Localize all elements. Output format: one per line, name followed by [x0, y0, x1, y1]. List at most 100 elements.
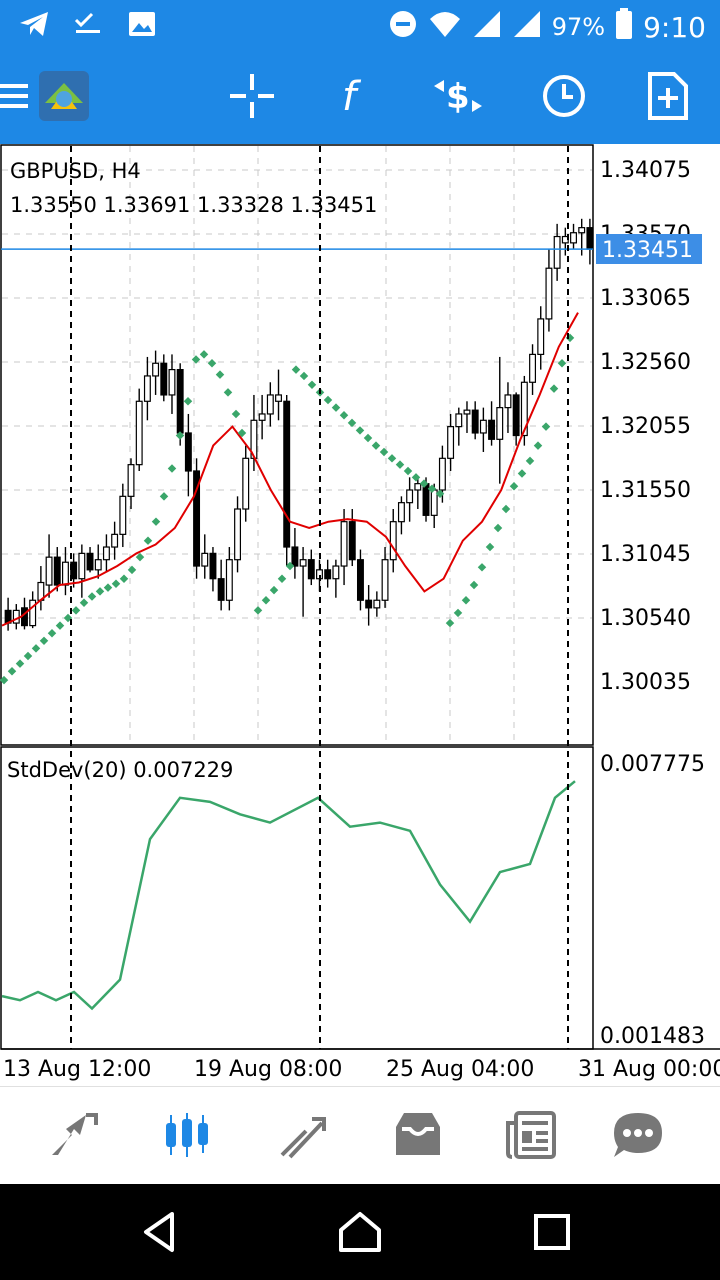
sar-dot — [477, 563, 487, 572]
news-icon[interactable] — [500, 1105, 564, 1165]
candle-body — [381, 559, 389, 601]
candle-body — [127, 464, 135, 497]
candle-body — [348, 521, 356, 561]
candle-body — [86, 552, 94, 571]
sar-dot — [307, 380, 317, 390]
indicator-max-label: 0.007775 — [600, 752, 705, 777]
candle-body — [397, 502, 405, 523]
candle-body — [496, 407, 504, 440]
quotes-icon[interactable] — [42, 1105, 106, 1165]
trade-icon[interactable] — [272, 1105, 336, 1165]
sar-dot — [143, 536, 153, 545]
sar-dot — [363, 433, 373, 443]
chart-area[interactable]: GBPUSD, H4 1.33550 1.33691 1.33328 1.334… — [0, 144, 720, 1086]
candle-body — [406, 489, 414, 504]
sar-dot — [7, 666, 17, 676]
sar-dot — [355, 426, 365, 435]
sar-dot — [223, 388, 233, 397]
sar-dot — [469, 580, 479, 590]
sar-dot — [533, 441, 543, 450]
candle-body — [529, 353, 537, 383]
sar-dot — [269, 585, 279, 595]
back-icon[interactable] — [130, 1206, 190, 1258]
indicator-min-label: 0.001483 — [600, 1024, 705, 1049]
symbol-label: GBPUSD, H4 — [10, 159, 141, 183]
candle-body — [438, 457, 446, 491]
candle-body — [283, 400, 291, 548]
timeframe-clock-icon[interactable] — [536, 68, 592, 124]
sar-dot — [127, 565, 137, 575]
time-label: 19 Aug 08:00 — [194, 1057, 342, 1082]
sar-dot — [237, 428, 247, 438]
chart-svg[interactable]: GBPUSD, H4 1.33550 1.33691 1.33328 1.334… — [0, 144, 720, 1086]
sar-dot — [119, 574, 129, 583]
candle-body — [242, 457, 250, 510]
price-label: 1.31550 — [600, 478, 691, 503]
signal-icon — [472, 9, 502, 45]
candle-body — [471, 409, 479, 434]
candle-body — [78, 552, 86, 580]
sar-dot — [323, 395, 333, 405]
candle-body — [479, 419, 487, 434]
sar-dot — [427, 484, 437, 493]
ohlc-values: 1.33550 1.33691 1.33328 1.33451 — [10, 193, 377, 217]
app-logo — [36, 68, 92, 124]
sar-dot — [541, 422, 551, 431]
sar-dot — [175, 431, 185, 440]
sar-dot — [379, 447, 389, 457]
candle-body — [94, 559, 102, 571]
menu-icon[interactable] — [0, 68, 40, 124]
candle-body — [225, 559, 233, 601]
price-axis: 1.34075 1.33570 1.33065 1.32560 1.32055 … — [600, 158, 691, 695]
recents-icon[interactable] — [522, 1206, 582, 1258]
candle-body — [234, 508, 242, 561]
sar-dot — [39, 636, 49, 646]
time-label: 25 Aug 04:00 — [386, 1057, 534, 1082]
indicator-frame — [0, 746, 594, 1050]
price-label: 1.31045 — [600, 542, 691, 567]
sar-dot — [461, 596, 471, 605]
chart-icon[interactable] — [156, 1105, 220, 1165]
messages-icon[interactable] — [606, 1105, 670, 1165]
candle-body — [209, 552, 217, 580]
sar-dot — [95, 587, 105, 596]
candle-body — [119, 495, 127, 535]
sar-dot — [525, 456, 535, 466]
bottom-navigation — [0, 1086, 720, 1184]
candle-body — [332, 565, 340, 580]
sar-dot — [31, 644, 41, 653]
sar-dot — [191, 355, 201, 364]
sar-dot — [509, 481, 519, 491]
price-label: 1.34075 — [600, 158, 691, 183]
current-price-value: 1.33451 — [602, 238, 693, 263]
sar-dot — [339, 410, 349, 420]
history-icon[interactable] — [386, 1105, 450, 1165]
sar-dot — [493, 523, 503, 533]
sar-dot — [549, 384, 559, 393]
candle-body — [389, 521, 397, 561]
price-label: 1.32560 — [600, 350, 691, 375]
candle-body — [356, 559, 364, 601]
sar-dot — [291, 365, 301, 374]
price-label: 1.30540 — [600, 606, 691, 631]
candle-body — [111, 533, 119, 548]
indicators-f-icon[interactable]: f — [326, 68, 382, 124]
candle-body — [512, 394, 520, 437]
candle-body — [578, 227, 586, 234]
candle-body — [340, 521, 348, 567]
home-icon[interactable] — [330, 1206, 390, 1258]
sar-dot — [395, 460, 405, 469]
candle-body — [488, 419, 496, 440]
sar-dot — [453, 608, 463, 618]
candle-body — [520, 381, 528, 437]
candle-body — [447, 426, 455, 459]
symbols-icon[interactable]: $ — [430, 68, 486, 124]
candle-body — [455, 413, 463, 428]
sar-dot — [87, 592, 97, 601]
current-price-tag — [596, 234, 702, 264]
period-separators — [70, 146, 569, 1049]
new-order-icon[interactable] — [640, 68, 696, 124]
crosshair-icon[interactable] — [224, 68, 280, 124]
sar-dot — [517, 469, 527, 478]
sar-dot — [485, 542, 495, 552]
